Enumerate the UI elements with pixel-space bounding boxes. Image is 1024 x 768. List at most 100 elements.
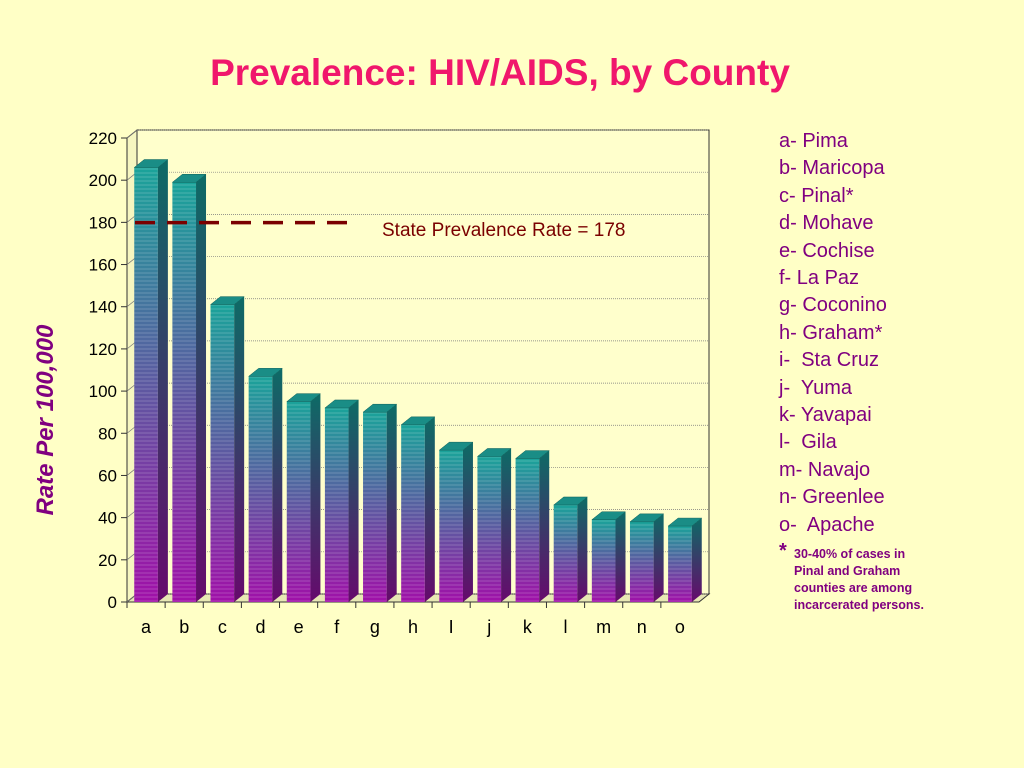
bar-stripes [210,304,235,602]
bar-side [272,368,283,602]
bar-stripes [477,456,502,602]
x-tick-label: k [523,617,533,637]
y-tick-label: 200 [89,171,117,190]
bar [209,296,245,602]
bar-side [424,416,435,602]
y-tick-labels: 0 20 40 60 80 100 120 140 160 180 200 220 [89,129,117,612]
bar-side [691,518,702,602]
x-tick-label: l [564,617,568,637]
bar-top [133,159,169,168]
bar [286,393,322,602]
bar-top [552,496,589,506]
bar-stripes [134,167,158,602]
y-tick-label: 40 [98,509,117,528]
bar-stripes [439,450,463,602]
bar-side [157,159,168,602]
x-tick-label: h [408,617,418,637]
x-tick-label: g [370,617,380,637]
y-tick-label: 0 [108,593,117,612]
x-tick-label: m [596,617,611,637]
y-tick-label: 180 [89,213,117,232]
gridline-side [126,129,138,139]
y-tick-label: 140 [89,298,117,317]
y-axis-label: Rate Per 100,000 [32,324,59,516]
bar-top [400,416,436,426]
bar-side [653,513,664,602]
bar [400,416,436,602]
y-tick-label: 100 [89,382,117,401]
bar-top [209,296,245,305]
legend-item: i- Sta Cruz [779,349,880,372]
bar-top [171,174,207,183]
bar-stripes [363,412,387,602]
bar [171,174,207,603]
bar-side [577,496,588,602]
y-tick-label: 20 [98,551,117,570]
legend-item: d- Mohave [779,212,874,235]
x-tick-label: n [637,617,647,637]
bar-top [438,441,474,451]
legend-item: j- Yuma [779,376,852,399]
bar [514,450,550,602]
bar-top [247,368,284,377]
bar [247,368,284,602]
bar-side [539,450,550,602]
bar-stripes [401,424,425,602]
legend-item: f- La Paz [779,267,860,290]
legend-item: o- Apache [779,513,875,536]
bar [438,441,474,602]
legend-item: b- Maricopa [779,157,885,180]
footnote-text: 30-40% of cases in Pinal and Graham coun… [794,547,924,612]
bar-top [476,448,512,457]
y-tick-label: 160 [89,256,117,275]
legend-item: a- Pima [779,130,848,152]
bar-stripes [324,407,349,602]
y-tick-label: 60 [98,466,117,485]
bar-side [234,296,245,602]
bars [133,159,703,603]
bar-stripes [515,458,540,602]
legend-item: k- Yavapai [779,404,872,427]
bar-stripes [286,401,311,602]
x-tick-label: f [334,617,340,637]
bar [552,496,589,602]
bar-side [462,442,473,602]
bar-stripes [172,182,197,603]
y-tick-label: 80 [98,424,117,443]
x-tick-label: e [294,617,304,637]
bar-top [591,511,627,520]
bar-side [348,399,359,602]
bar-stripes [668,526,692,602]
bar [362,403,398,602]
bar-top [324,399,360,409]
bar-side [615,511,626,602]
y-tick-label: 220 [89,129,117,148]
bar-side [501,448,512,602]
legend-item: n- Greenlee [779,486,885,509]
bar-top [667,517,703,527]
x-tick-label: c [218,617,227,637]
bar-side [386,404,397,602]
footnote-marker: * [779,540,787,562]
bar [133,159,169,602]
bar [591,511,627,602]
bar-stripes [591,519,616,602]
bar [667,517,703,602]
x-tick-label: d [255,617,265,637]
x-tick-label: b [179,617,189,637]
county-legend: a- Pima b- Maricopa c- Pinal* d- Mohave e- C… [779,128,887,539]
bar-top [286,393,322,402]
bar [476,448,512,602]
x-tick-label: j [486,617,491,637]
y-tick-label: 120 [89,340,117,359]
bar-top [362,403,398,413]
x-tick-label: o [675,617,685,637]
legend-item: e- Cochise [779,239,875,262]
legend-item: l- Gila [779,431,837,454]
bar [324,399,360,602]
bar-stripes [629,521,654,602]
reference-line-label: State Prevalence Rate = 178 [382,220,626,241]
legend-item: h- Graham* [779,321,883,344]
